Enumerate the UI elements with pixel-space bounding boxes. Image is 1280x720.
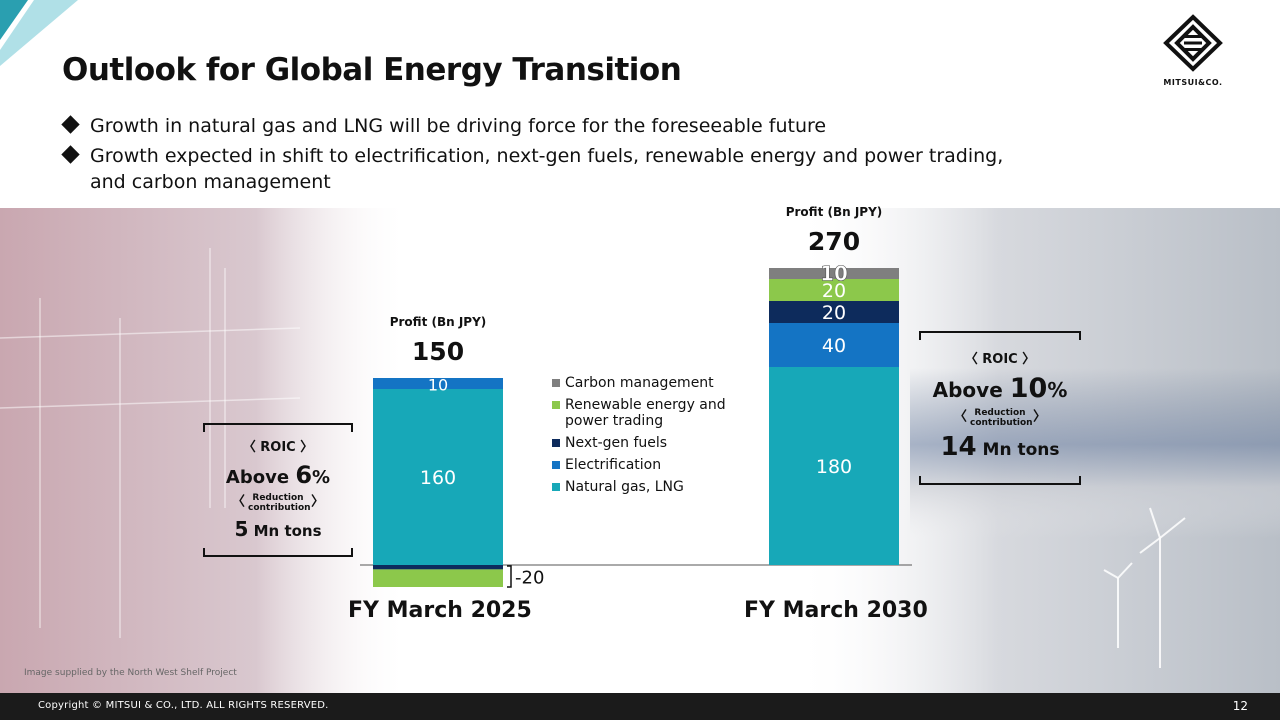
- legend-swatch: [552, 461, 560, 469]
- legend-swatch: [552, 439, 560, 447]
- chevron-left-icon: 〈: [231, 494, 245, 510]
- legend-label: Next-gen fuels: [565, 435, 668, 451]
- legend-item-next-gen-fuels: Next-gen fuels: [552, 435, 741, 451]
- company-logo: MITSUI&CO.: [1160, 14, 1226, 87]
- legend-label: Carbon management: [565, 375, 714, 391]
- copyright-text: Copyright © MITSUI & CO., LTD. ALL RIGHT…: [38, 700, 329, 711]
- bar-segment-natural-gas-2030: [769, 367, 899, 565]
- total-value: 150: [412, 337, 464, 366]
- roic-card-2025: 〈 ROIC 〉 Above 6% 〈 Reduction contributi…: [202, 422, 354, 558]
- chevron-right-icon: 〉: [1022, 352, 1036, 367]
- above-prefix: Above: [932, 378, 1010, 402]
- bar-segment-next-gen-fuels-2030: [769, 301, 899, 323]
- tons-unit: Mn tons: [248, 522, 322, 540]
- roic-label: ROIC: [260, 440, 296, 455]
- logo-text: MITSUI&CO.: [1163, 78, 1223, 87]
- chevron-right-icon: 〉: [1033, 409, 1047, 425]
- page-title: Outlook for Global Energy Transition: [62, 52, 682, 88]
- bar-segment-next-gen-fuels-2025: [373, 565, 503, 570]
- legend-label: Natural gas, LNG: [565, 479, 684, 495]
- reduction-label: Reduction contribution: [970, 408, 1033, 428]
- bullet-list: Growth in natural gas and LNG will be dr…: [61, 113, 1042, 195]
- tons-value: 14: [940, 432, 977, 462]
- data-label-renewable: 20: [822, 280, 846, 302]
- legend-item-carbon-management: Carbon management: [552, 375, 741, 391]
- roic-unit: %: [1047, 378, 1068, 402]
- bar-segment-renewable-2025: [373, 569, 503, 587]
- chevron-right-icon: 〉: [311, 494, 325, 510]
- page-number: 12: [1232, 699, 1248, 713]
- reduction-label: Reduction contribution: [248, 493, 311, 513]
- above-prefix: Above: [225, 467, 296, 488]
- data-label-carbon-management: 10: [820, 262, 848, 286]
- tons-value: 5: [234, 517, 249, 541]
- data-label-next-gen-fuels: 20: [822, 302, 846, 324]
- corner-decoration: [0, 0, 78, 66]
- data-label-electrification: 10: [428, 376, 448, 395]
- legend-swatch: [552, 483, 560, 491]
- tons-unit: Mn tons: [976, 440, 1060, 460]
- background-image: [0, 208, 1280, 693]
- data-label-natural-gas: 160: [420, 467, 456, 489]
- negative-bracket: [507, 565, 512, 588]
- roic-label: ROIC: [982, 352, 1018, 367]
- legend-item-renewable: Renewable energy and power trading: [552, 397, 741, 429]
- roic-value: 10: [1009, 373, 1048, 404]
- bullet-text: Growth in natural gas and LNG will be dr…: [90, 115, 827, 137]
- bar-segment-renewable-2030: [769, 279, 899, 301]
- bar-segment-electrification-2030: [769, 323, 899, 367]
- bullet-text: Growth expected in shift to electrificat…: [90, 145, 1004, 193]
- image-caption: Image supplied by the North West Shelf P…: [24, 668, 237, 678]
- card-bracket: [919, 331, 1081, 485]
- legend-item-natural-gas: Natural gas, LNG: [552, 479, 741, 495]
- roic-value: 6: [295, 461, 313, 489]
- chevron-left-icon: 〈: [953, 409, 967, 425]
- data-label-natural-gas: 180: [816, 456, 852, 478]
- chart-legend: Carbon management Renewable energy and p…: [552, 375, 741, 501]
- data-label-electrification: 40: [822, 335, 846, 357]
- chevron-left-icon: 〈: [242, 440, 256, 455]
- legend-item-electrification: Electrification: [552, 457, 741, 473]
- chevron-right-icon: 〉: [300, 440, 314, 455]
- roic-unit: %: [312, 467, 331, 488]
- bullet-item: Growth expected in shift to electrificat…: [61, 143, 1042, 195]
- category-label-2025: FY March 2025: [348, 598, 532, 623]
- roic-card-2030: 〈 ROIC 〉 Above 10% 〈 Reduction contribut…: [918, 330, 1082, 486]
- total-caption: Profit (Bn JPY): [390, 315, 487, 329]
- legend-swatch: [552, 401, 560, 409]
- card-bracket: [203, 423, 353, 557]
- legend-label: Renewable energy and power trading: [565, 397, 726, 429]
- negative-value-label: -20: [515, 568, 544, 589]
- category-label-2030: FY March 2030: [744, 598, 928, 623]
- legend-swatch: [552, 379, 560, 387]
- total-caption: Profit (Bn JPY): [786, 205, 883, 219]
- bar-segment-natural-gas-2025: [373, 389, 503, 565]
- bar-segment-electrification-2025: [373, 378, 503, 389]
- bullet-item: Growth in natural gas and LNG will be dr…: [61, 113, 1042, 139]
- legend-label: Electrification: [565, 457, 662, 473]
- mitsui-logo-icon: [1163, 14, 1223, 72]
- footer-bar: Copyright © MITSUI & CO., LTD. ALL RIGHT…: [0, 693, 1280, 720]
- chevron-left-icon: 〈: [964, 352, 978, 367]
- total-value: 270: [808, 227, 860, 256]
- bar-segment-carbon-management-2030: [769, 268, 899, 279]
